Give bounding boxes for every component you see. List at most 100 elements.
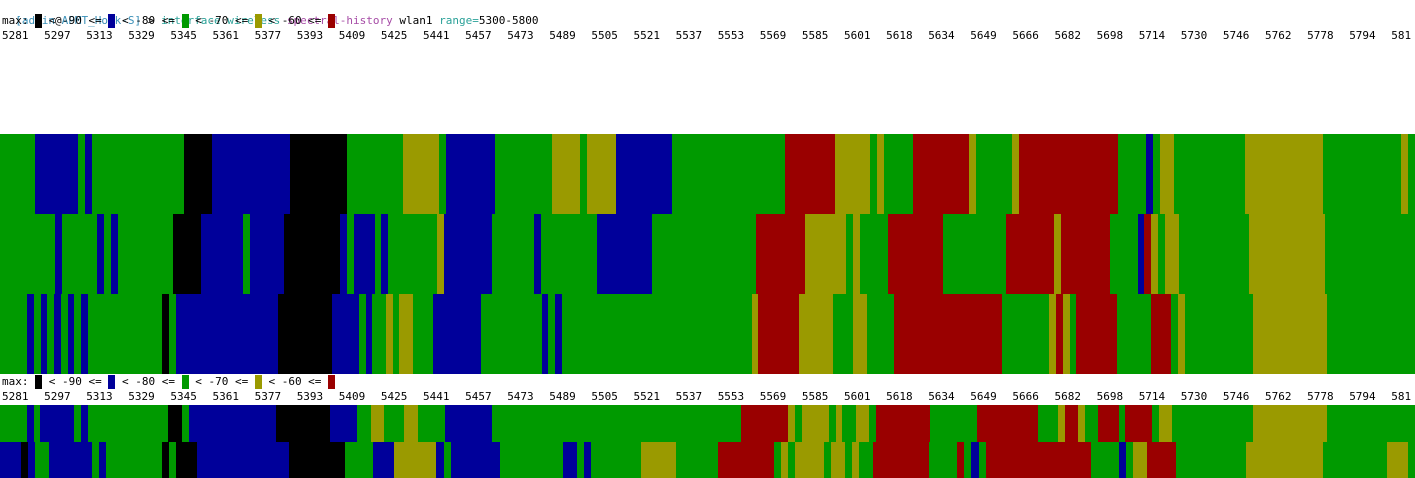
command-path: interface wireless <box>160 14 287 27</box>
heatmap-cell <box>788 441 797 478</box>
legend-swatch <box>254 14 262 28</box>
heatmap-cell <box>801 405 830 442</box>
heatmap-cell <box>67 294 76 374</box>
legend-threshold: < -60 <= <box>261 375 329 388</box>
heatmap-cell <box>1069 294 1078 374</box>
frequency-label: 5313 <box>86 390 113 403</box>
heatmap-cell <box>1158 214 1167 294</box>
heatmap-cell <box>55 214 64 294</box>
legend-swatch <box>328 14 336 28</box>
legend-threshold: < -70 <= <box>188 375 255 388</box>
heatmap-cell <box>1002 294 1050 374</box>
heatmap-cell <box>394 441 438 478</box>
heatmap-cell <box>183 134 213 214</box>
heatmap-cell <box>541 294 550 374</box>
frequency-label: 5794 <box>1349 390 1376 403</box>
heatmap-cell <box>869 405 878 442</box>
heatmap-cell <box>0 441 22 478</box>
heatmap-cell <box>971 441 980 478</box>
heatmap-cell <box>162 294 171 374</box>
heatmap-cell <box>49 441 93 478</box>
heatmap-cell <box>1246 441 1325 478</box>
frequency-label: 5746 <box>1222 390 1250 403</box>
heatmap-cell <box>197 441 291 478</box>
heatmap-cell <box>1184 294 1254 374</box>
heatmap-cell <box>97 214 106 294</box>
heatmap-cell <box>1119 441 1128 478</box>
heatmap-cell <box>1137 214 1146 294</box>
frequency-label: 5505 <box>591 29 618 42</box>
frequency-label: 5297 <box>44 29 71 42</box>
heatmap-cell <box>374 214 383 294</box>
heatmap-cell <box>846 214 855 294</box>
legend-swatch <box>35 14 43 28</box>
heatmap-cell <box>492 214 536 294</box>
heatmap-cell <box>872 441 930 478</box>
heatmap-cell <box>385 294 394 374</box>
heatmap-cell <box>40 294 49 374</box>
frequency-label: 5361 <box>212 29 240 42</box>
heatmap-cell <box>242 214 251 294</box>
frequency-label: 5441 <box>423 390 450 403</box>
heatmap-cell <box>1011 134 1020 214</box>
heatmap-cell <box>443 214 494 294</box>
heatmap-cell <box>365 294 374 374</box>
heatmap-cell <box>1125 405 1154 442</box>
heatmap-cell <box>851 441 860 478</box>
command-interface: wlan1 <box>392 14 440 27</box>
legend-current: max: < -90 <= < -80 <= < -70 <= < -60 <= <box>2 375 336 389</box>
heatmap-cell <box>62 214 99 294</box>
heatmap-cell <box>828 405 837 442</box>
frequency-label: 5505 <box>591 390 618 403</box>
frequency-label: 5489 <box>549 390 576 403</box>
heatmap-cell <box>1064 405 1079 442</box>
frequency-label: 5666 <box>1012 29 1039 42</box>
frequency-label: 5297 <box>44 390 71 403</box>
frequency-label: 5489 <box>549 29 576 42</box>
legend-threshold: < -80 <= <box>115 375 182 388</box>
heatmap-cell <box>0 294 28 374</box>
frequency-label: 5473 <box>507 390 534 403</box>
heatmap-cell <box>1151 214 1160 294</box>
heatmap-cell <box>403 134 440 214</box>
heatmap-cell <box>35 441 51 478</box>
heatmap-cell <box>1327 405 1415 442</box>
heatmap-cell <box>168 405 183 442</box>
heatmap-cell <box>741 405 790 442</box>
heatmap-cell <box>795 441 825 478</box>
heatmap-cell <box>672 134 787 214</box>
heatmap-cell <box>404 405 419 442</box>
legend-swatch <box>181 375 189 389</box>
frequency-label: 5361 <box>212 390 240 403</box>
heatmap-cell <box>795 405 804 442</box>
command-arg-name: range= <box>439 14 479 27</box>
heatmap-cell <box>47 294 56 374</box>
heatmap-cell <box>1323 441 1388 478</box>
heatmap-cell <box>591 441 642 478</box>
heatmap-cell <box>88 294 163 374</box>
heatmap-cell <box>417 405 446 442</box>
frequency-label: 5569 <box>759 29 787 42</box>
heatmap-cell <box>887 214 944 294</box>
heatmap-cell <box>1153 134 1162 214</box>
heatmap-cell <box>201 214 245 294</box>
heatmap-cell <box>331 294 360 374</box>
heatmap-cell <box>561 294 753 374</box>
heatmap-cell <box>1160 134 1176 214</box>
heatmap-cell <box>1150 294 1172 374</box>
heatmap-cell <box>1407 134 1415 214</box>
heatmap-cell <box>1018 134 1119 214</box>
heatmap-cell <box>912 134 971 214</box>
frequency-label: 5345 <box>170 390 197 403</box>
heatmap-cell <box>330 405 359 442</box>
heatmap-cell <box>290 134 349 214</box>
heatmap-cell <box>1076 294 1119 374</box>
heatmap-cell <box>875 405 931 442</box>
heatmap-cell <box>758 294 801 374</box>
heatmap-cell <box>1133 441 1149 478</box>
legend-history: max: < -90 <= < -80 <= < -70 <= < -60 <= <box>2 14 336 28</box>
heatmap-cell <box>804 214 848 294</box>
heatmap-cell <box>0 214 56 294</box>
frequency-label: 5794 <box>1349 29 1376 42</box>
frequency-label: 5730 <box>1180 29 1208 42</box>
